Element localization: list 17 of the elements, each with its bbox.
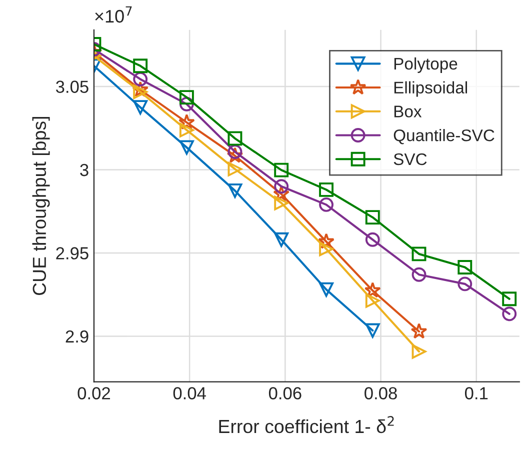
x-tick-label: 0.08 <box>364 387 397 400</box>
x-tick-label: 0.1 <box>464 387 488 400</box>
y-tick-label: 2.9 <box>66 330 88 343</box>
y-tick-label: 3.05 <box>56 80 88 93</box>
x-tick-label: 0.06 <box>268 387 302 400</box>
legend-label: Ellipsoidal <box>394 81 467 97</box>
text: ×10$^{7}$ <box>95 6 132 23</box>
x-tick-label: 0.02 <box>78 387 110 400</box>
legend-label: SVC <box>394 153 427 166</box>
x-axis-title: Error coefficient 1- δ$^{2}$ <box>219 416 394 434</box>
legend-label: Polytope <box>394 57 458 73</box>
y-axis-title: CUE throughput [bps] <box>32 117 50 296</box>
y-tick-label: 2.95 <box>56 247 88 260</box>
x-tick-label: 0.04 <box>173 387 206 400</box>
legend-label: Quantile-SVC <box>394 129 494 144</box>
y-tick-label: 3 <box>80 164 88 176</box>
legend-label: Box <box>394 106 422 118</box>
